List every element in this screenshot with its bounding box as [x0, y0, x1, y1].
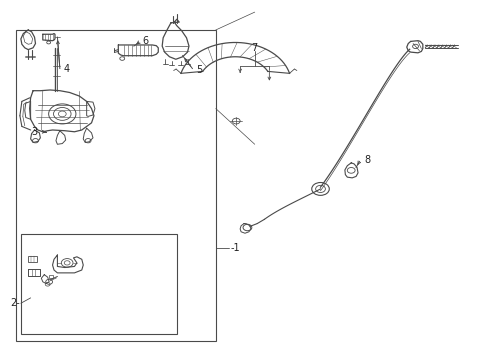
Text: 4: 4 — [64, 64, 70, 74]
Bar — [28, 256, 37, 262]
Bar — [21, 234, 177, 334]
Text: 2-: 2- — [10, 298, 20, 308]
Text: -1: -1 — [230, 243, 240, 253]
Text: 8: 8 — [365, 156, 370, 165]
Text: 5: 5 — [196, 65, 202, 75]
Text: 3: 3 — [32, 127, 38, 137]
Bar — [16, 30, 216, 341]
Bar — [49, 275, 53, 278]
Text: 6: 6 — [143, 36, 149, 46]
Text: 7: 7 — [252, 43, 258, 53]
